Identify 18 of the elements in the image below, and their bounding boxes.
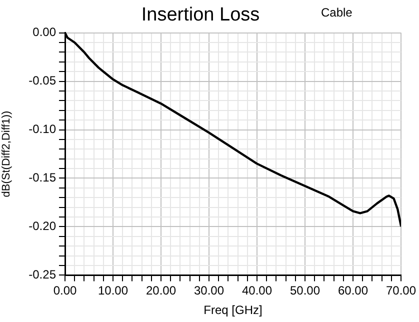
y-tick-label: -0.20 [28,219,56,234]
chart-title: Insertion Loss [141,4,260,26]
x-tick-label: 70.00 [386,284,416,298]
y-tick-label: 0.00 [32,25,56,40]
x-tick-label: 40.00 [242,284,272,298]
y-tick-label: -0.25 [28,268,56,282]
y-tick-label: -0.05 [28,74,56,88]
y-tick-label: -0.15 [28,170,56,185]
x-tick-label: 0.00 [53,284,77,298]
y-tick-label: -0.10 [28,122,56,136]
x-tick-label: 60.00 [338,284,368,298]
x-axis-title: Freq [GHz] [204,303,262,318]
text: Cable [321,5,353,20]
x-tick-label: 30.00 [194,284,224,298]
y-axis-title: dB(St(Diff2,Diff1)) [0,110,13,198]
x-tick-label: 50.00 [290,284,320,298]
x-tick-label: 20.00 [146,284,176,298]
x-tick-label: 10.00 [98,284,128,298]
